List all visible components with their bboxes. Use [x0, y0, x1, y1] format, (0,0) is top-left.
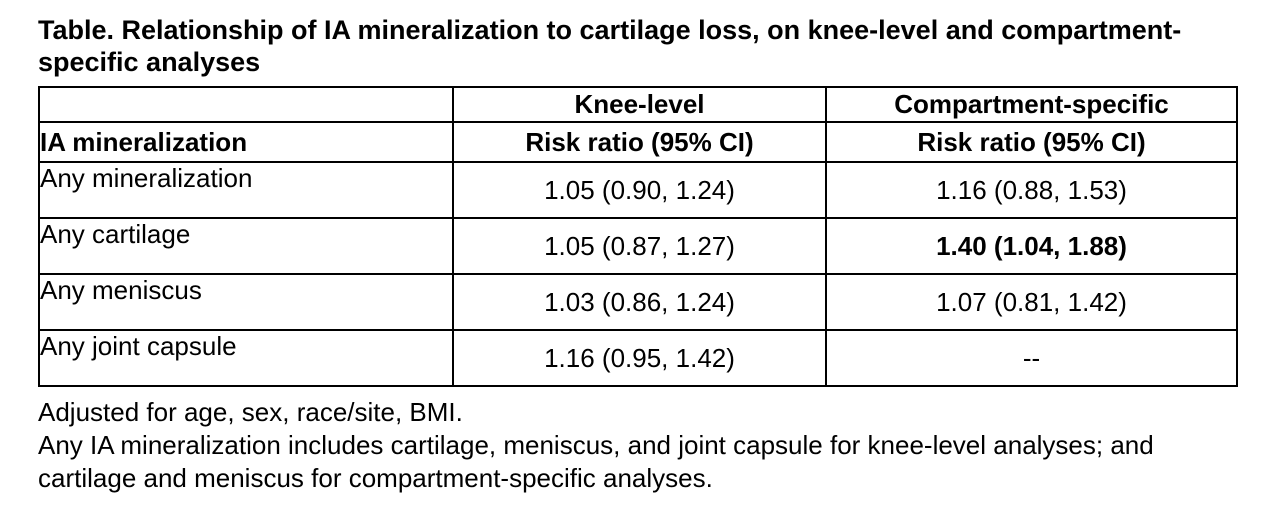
- row-header-ia-mineralization: IA mineralization: [38, 121, 454, 164]
- table-row-any-cartilage: Any cartilage 1.05 (0.87, 1.27) 1.40 (1.…: [38, 217, 1238, 276]
- footnote-definitions: Any IA mineralization includes cartilage…: [38, 430, 1154, 493]
- row-label: Any joint capsule: [38, 329, 454, 388]
- table-row-any-mineralization: Any mineralization 1.05 (0.90, 1.24) 1.1…: [38, 161, 1238, 220]
- knee-value: 1.16 (0.95, 1.42): [452, 329, 827, 388]
- footnotes: Adjusted for age, sex, race/site, BMI. A…: [38, 396, 1228, 494]
- header-empty-cell: [38, 86, 454, 124]
- compartment-value: 1.40 (1.04, 1.88): [825, 217, 1238, 276]
- compartment-value: 1.07 (0.81, 1.42): [825, 273, 1238, 332]
- subheader-risk-ratio-compartment: Risk ratio (95% CI): [825, 121, 1238, 164]
- table-title: Table. Relationship of IA mineralization…: [38, 15, 1182, 78]
- knee-value: 1.05 (0.90, 1.24): [452, 161, 827, 220]
- column-header-knee-level: Knee-level: [452, 86, 827, 124]
- footnote-adjustments: Adjusted for age, sex, race/site, BMI.: [38, 397, 463, 428]
- table-row-any-joint-capsule: Any joint capsule 1.16 (0.95, 1.42) --: [38, 329, 1238, 388]
- knee-value: 1.03 (0.86, 1.24): [452, 273, 827, 332]
- header-row-groups: Knee-level Compartment-specific: [38, 86, 1238, 124]
- table-row-any-meniscus: Any meniscus 1.03 (0.86, 1.24) 1.07 (0.8…: [38, 273, 1238, 332]
- content-area: Table. Relationship of IA mineralization…: [38, 15, 1238, 494]
- row-label: Any cartilage: [38, 217, 454, 276]
- compartment-value: 1.16 (0.88, 1.53): [825, 161, 1238, 220]
- subheader-risk-ratio-knee: Risk ratio (95% CI): [452, 121, 827, 164]
- compartment-value: --: [825, 329, 1238, 388]
- knee-value: 1.05 (0.87, 1.27): [452, 217, 827, 276]
- header-row-measures: IA mineralization Risk ratio (95% CI) Ri…: [38, 121, 1238, 164]
- row-label: Any meniscus: [38, 273, 454, 332]
- row-label: Any mineralization: [38, 161, 454, 220]
- results-table: Knee-level Compartment-specific IA miner…: [38, 86, 1238, 388]
- column-header-compartment-specific: Compartment-specific: [825, 86, 1238, 124]
